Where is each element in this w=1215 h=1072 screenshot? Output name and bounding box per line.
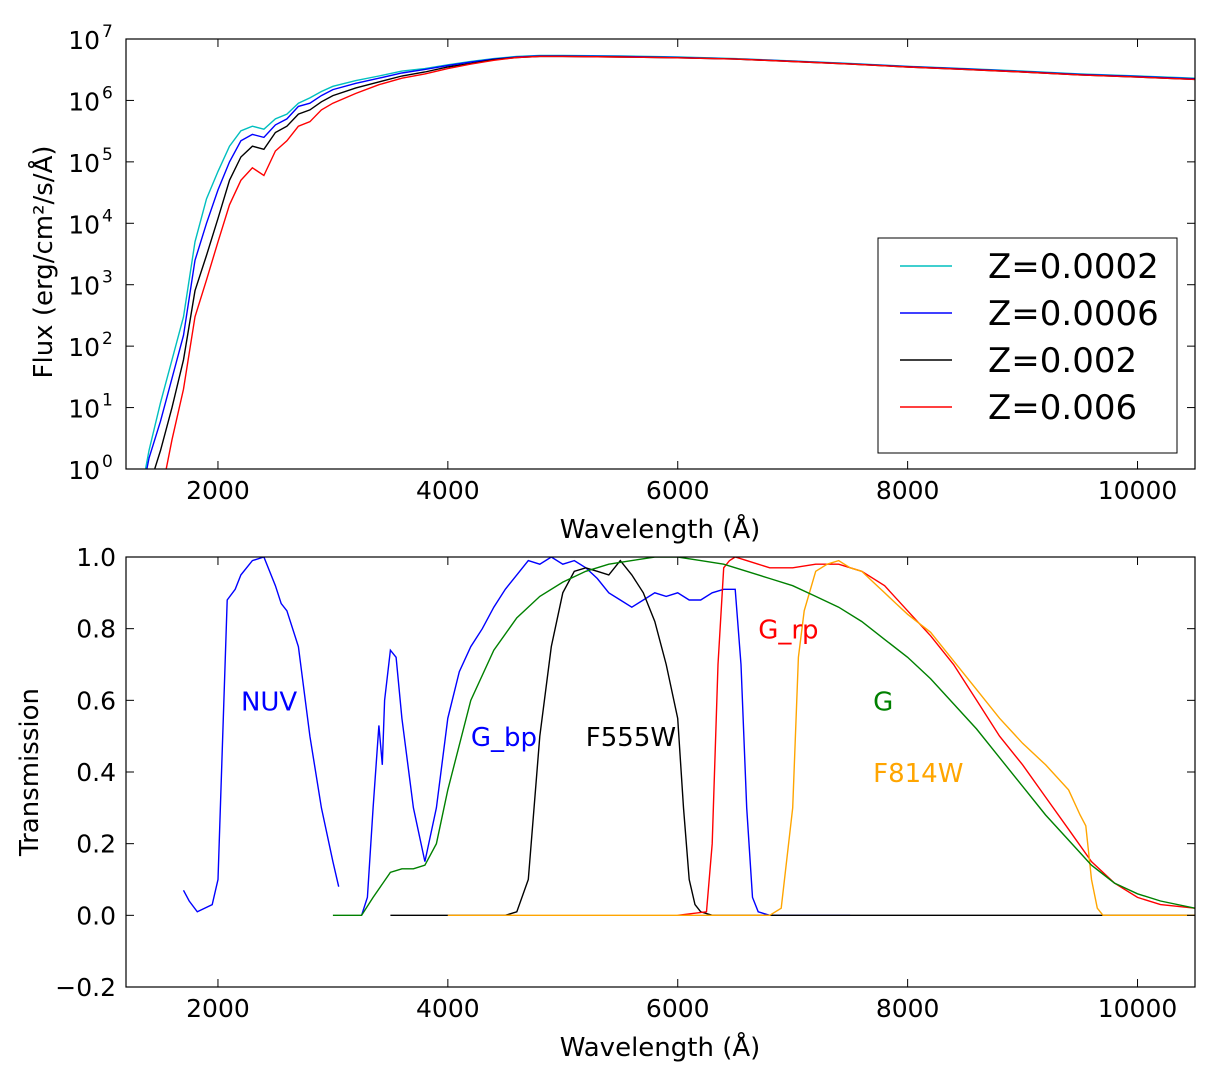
filter-label-nuv: NUV xyxy=(241,687,297,717)
transmission-y-tick-label: 0.8 xyxy=(76,615,116,644)
filter-annotations: NUV G_bp F555W G_rp F814W G xyxy=(241,616,964,789)
flux-x-tick-label: 2000 xyxy=(186,476,250,505)
flux-y-tick-label: 10 xyxy=(68,333,100,362)
filter-label-g: G xyxy=(873,687,893,717)
transmission-panel: 2000 4000 6000 8000 10000 −0.2 0.0 0.2 0.4 0.6 0.… xyxy=(15,543,1196,1063)
filter-label-gbp: G_bp xyxy=(471,723,537,753)
flux-y-tick-exponent: 2 xyxy=(102,329,113,349)
transmission-series-line-g xyxy=(332,557,1195,916)
flux-y-tick-exponent: 5 xyxy=(102,145,113,165)
flux-y-tick-label: 10 xyxy=(68,395,100,424)
transmission-series-line-gbp xyxy=(360,557,851,916)
transmission-series-line-f814w xyxy=(447,559,1195,916)
transmission-y-tick-label: 0.2 xyxy=(76,830,116,859)
filter-label-f814w: F814W xyxy=(873,759,963,789)
transmission-series-line-nuv xyxy=(182,557,340,913)
transmission-y-tick-label: 0.0 xyxy=(76,901,116,930)
transmission-y-tick-label: 0.6 xyxy=(76,686,116,715)
flux-y-tick-label: 10 xyxy=(68,87,100,116)
flux-x-axis-label: Wavelength (Å) xyxy=(560,513,761,545)
legend-entries: Z=0.0002 Z=0.0006 Z=0.002 Z=0.006 xyxy=(900,247,1159,428)
flux-x-tick-label: 4000 xyxy=(416,476,480,505)
flux-y-tick-exponent: 6 xyxy=(102,83,113,103)
flux-x-ticks: 2000 4000 6000 8000 10000 xyxy=(186,39,1177,505)
flux-y-tick-exponent: 3 xyxy=(102,268,113,288)
flux-y-tick-label: 10 xyxy=(68,149,100,178)
transmission-x-axis-label: Wavelength (Å) xyxy=(560,1031,761,1063)
flux-y-tick-exponent: 0 xyxy=(102,452,113,472)
transmission-x-ticks: 2000 4000 6000 8000 10000 xyxy=(186,557,1177,1023)
transmission-x-tick-label: 6000 xyxy=(646,994,710,1023)
transmission-x-tick-label: 4000 xyxy=(416,994,480,1023)
flux-series-line-Z0006 xyxy=(165,55,1195,469)
transmission-y-tick-label: −0.2 xyxy=(55,973,116,1002)
transmission-y-ticks: −0.2 0.0 0.2 0.4 0.6 0.8 1.0 xyxy=(55,543,1195,1002)
legend-label: Z=0.0002 xyxy=(988,247,1159,287)
flux-series-group xyxy=(144,54,1195,469)
filter-label-grp: G_rp xyxy=(758,616,818,646)
flux-x-tick-label: 10000 xyxy=(1098,476,1178,505)
transmission-x-tick-label: 8000 xyxy=(876,994,940,1023)
transmission-y-tick-label: 0.4 xyxy=(76,758,116,787)
flux-y-tick-label: 10 xyxy=(68,26,100,55)
legend-label: Z=0.0006 xyxy=(988,294,1159,334)
legend-label: Z=0.006 xyxy=(988,388,1137,428)
flux-y-tick-exponent: 4 xyxy=(102,206,113,226)
flux-y-tick-label: 10 xyxy=(68,210,100,239)
transmission-series-group xyxy=(182,557,1195,916)
flux-y-tick-exponent: 1 xyxy=(102,391,113,411)
transmission-series-line-grp xyxy=(677,557,1195,916)
legend-box xyxy=(877,237,1178,454)
filter-label-f555w: F555W xyxy=(586,723,676,753)
flux-y-axis-label: Flux (erg/cm²/s/Å) xyxy=(27,146,59,379)
flux-plot-frame xyxy=(125,38,1196,470)
transmission-y-axis-label: Transmission xyxy=(15,688,45,857)
transmission-x-tick-label: 2000 xyxy=(186,994,250,1023)
flux-y-tick-label: 10 xyxy=(68,456,100,485)
transmission-x-tick-label: 10000 xyxy=(1098,994,1178,1023)
flux-y-tick-label: 10 xyxy=(68,272,100,301)
transmission-y-tick-label: 1.0 xyxy=(76,543,116,572)
flux-x-tick-label: 8000 xyxy=(876,476,940,505)
legend-label: Z=0.002 xyxy=(988,341,1137,381)
flux-x-tick-label: 6000 xyxy=(646,476,710,505)
legend: Z=0.0002 Z=0.0006 Z=0.002 Z=0.006 xyxy=(877,237,1178,454)
flux-y-tick-exponent: 7 xyxy=(102,22,113,42)
